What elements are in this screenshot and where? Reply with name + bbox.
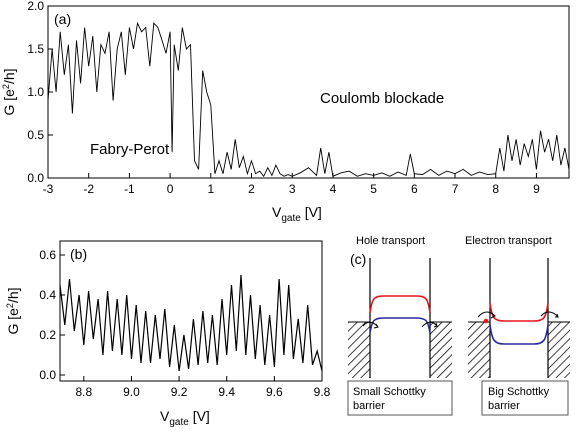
small-schottky-caption-line2: barrier (353, 400, 385, 412)
electron-right-tunnel-arrow (540, 311, 559, 318)
small-schottky-caption-line1: Small Schottky (353, 386, 426, 398)
panel-b-label: (b) (70, 246, 87, 262)
hole-transport-title: Hole transport (356, 235, 425, 247)
electron-dot-icon (483, 318, 489, 324)
hole-right-arrowhead-icon (433, 322, 438, 328)
panel-b-x-tick-label: 9.6 (266, 385, 283, 399)
panel-a-xlabel: Vgate [V] (272, 204, 322, 224)
annotation-coulomb-blockade: Coulomb blockade (320, 90, 444, 107)
panel-b-y-tick-label: 0.4 (39, 288, 56, 302)
electron-valence-band (489, 324, 549, 345)
panel-a-x-tick-label: -1 (124, 182, 135, 196)
panel-a-x-tick-label: 8 (492, 182, 499, 196)
big-schottky-caption-box (481, 380, 569, 416)
panel-a-x-tick-label: 7 (452, 182, 459, 196)
electron-right-contact (548, 322, 570, 378)
panel-a-series-line (47, 21, 570, 178)
panel-a-x-tick-label: 0 (167, 182, 174, 196)
panel-a-ylabel: G [e2/h] (1, 68, 17, 115)
panel-a-x-tick-label: 4 (330, 182, 337, 196)
electron-left-contact (468, 322, 490, 378)
panel-a-x-tick-label: 1 (207, 182, 214, 196)
electron-left-arrowhead-icon (490, 313, 496, 319)
panel-a-x-tick-label: 9 (533, 182, 540, 196)
annotation-fabry-perot: Fabry-Perot (90, 141, 170, 158)
panel-b-x-tick-label: 9.8 (314, 385, 331, 399)
panel-a-y-tick-label: 1.0 (27, 85, 44, 99)
panel-b-xlabel: Vgate [V] (160, 408, 210, 428)
panel-a-ticks: -3 -2 -1 0 1 2 3 4 5 6 7 8 9 0.0 0.5 1.0 1.5 2.0 (27, 0, 540, 196)
panel-a-x-tick-label: 3 (289, 182, 296, 196)
panel-a-x-tick-label: -3 (43, 182, 54, 196)
panel-a: -3 -2 -1 0 1 2 3 4 5 6 7 8 9 0.0 0.5 1.0 1.5 2.0 (a) Fabr… (1, 0, 570, 224)
panel-a-label: (a) (54, 11, 71, 27)
panel-b-series-line (59, 274, 323, 372)
big-schottky-caption-line1: Big Schottky (488, 386, 550, 398)
panel-a-y-tick-label: 0.0 (27, 171, 44, 185)
panel-c-schematic: Hole transport Electron transport (c) (347, 235, 570, 416)
big-schottky-caption-line2: barrier (488, 400, 520, 412)
panel-a-x-tick-label: 5 (370, 182, 377, 196)
panel-b-y-tick-label: 0.6 (39, 248, 56, 262)
electron-conduction-band (489, 302, 549, 322)
hole-valence-band (369, 317, 431, 334)
panel-b-ylabel: G [e2/h] (5, 287, 21, 334)
hole-right-contact (430, 322, 452, 378)
panel-b-ticks: 8.8 9.0 9.2 9.4 9.6 9.8 0.0 0.2 0.4 0.6 (39, 248, 330, 399)
hole-right-tunnel-arrow (421, 321, 438, 328)
hole-transport-diagram (348, 258, 452, 378)
panel-a-x-tick-label: 6 (411, 182, 418, 196)
panel-b: 8.8 9.0 9.2 9.4 9.6 9.8 0.0 0.2 0.4 0.6 (b) Vgate… (5, 240, 331, 428)
electron-transport-title: Electron transport (465, 235, 552, 247)
panel-b-frame (59, 240, 323, 382)
panel-c-label: (c) (350, 251, 366, 267)
hole-left-contact (348, 322, 370, 378)
electron-right-arrowhead-icon (555, 313, 559, 318)
panel-a-y-tick-label: 0.5 (27, 128, 44, 142)
panel-b-x-tick-label: 8.8 (75, 385, 92, 399)
panel-a-y-tick-label: 2.0 (27, 0, 44, 13)
panel-b-x-tick-label: 9.4 (218, 385, 235, 399)
panel-b-y-tick-label: 0.2 (39, 328, 56, 342)
panel-b-x-tick-label: 9.0 (123, 385, 140, 399)
panel-b-x-tick-label: 9.2 (171, 385, 188, 399)
panel-a-x-tick-label: 2 (248, 182, 255, 196)
electron-transport-diagram (468, 258, 570, 378)
panel-a-x-tick-label: -2 (83, 182, 94, 196)
panel-b-y-tick-label: 0.0 (39, 368, 56, 382)
panel-a-y-tick-label: 1.5 (27, 42, 44, 56)
small-schottky-caption-box (347, 380, 453, 416)
hole-conduction-band (369, 295, 431, 314)
hole-left-arrowhead-icon (373, 323, 379, 329)
